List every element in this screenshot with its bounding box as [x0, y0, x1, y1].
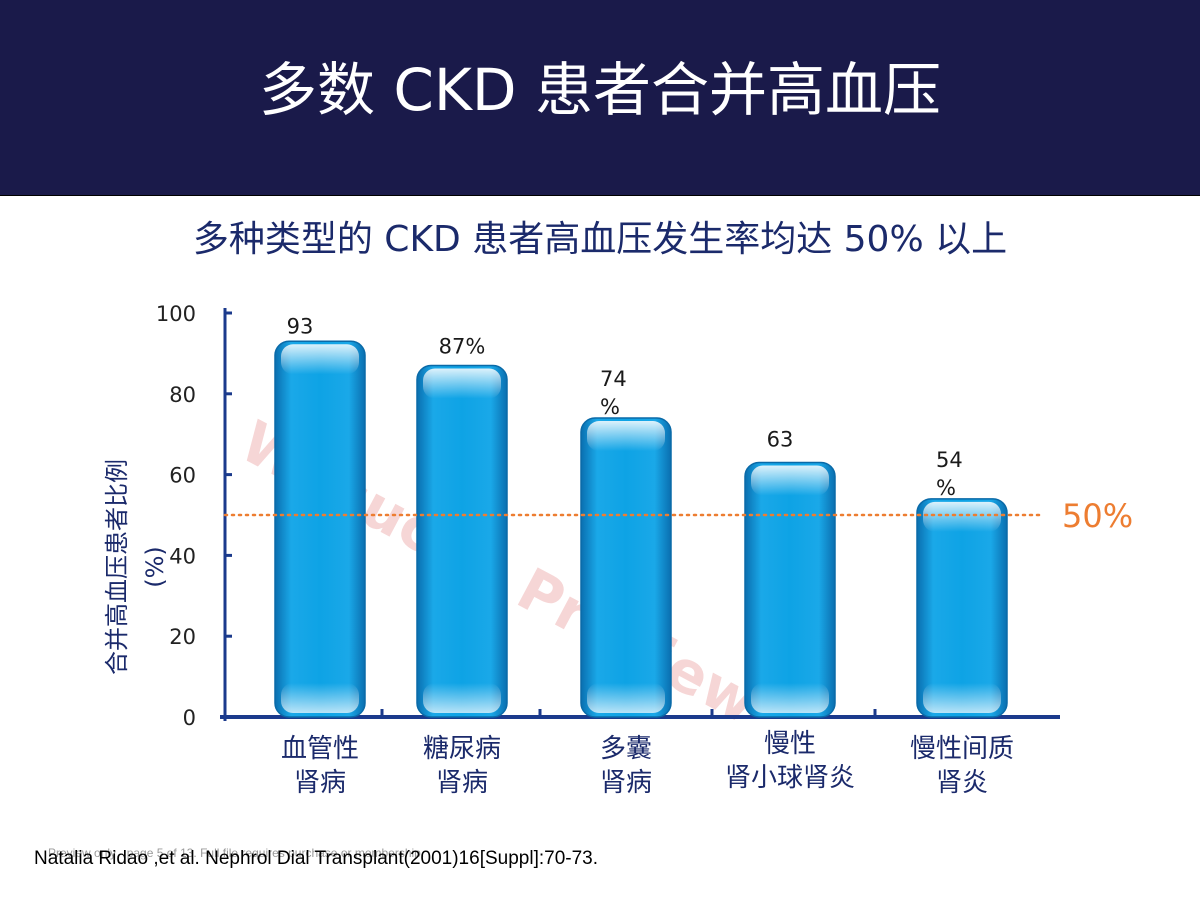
bar-data-label: 74%	[600, 367, 627, 419]
x-category-label: 多囊肾病	[600, 734, 652, 798]
x-category-label: 慢性肾小球肾炎	[725, 729, 855, 793]
x-category-label: 慢性间质肾炎	[910, 734, 1014, 798]
y-tick-label: 80	[169, 383, 196, 407]
bar-data-label: 54%	[936, 448, 963, 500]
bar-data-label: 63	[767, 427, 794, 451]
bar	[916, 498, 1008, 718]
bar	[580, 417, 672, 718]
y-tick-label: 0	[183, 706, 196, 730]
citation: Natalia Ridao ,et al. Nephrol Dial Trans…	[34, 848, 598, 869]
title-bar: 多数 CKD 患者合并高血压	[0, 0, 1200, 196]
y-tick-label: 60	[169, 464, 196, 488]
bar-data-label: 87%	[439, 335, 486, 359]
bar	[744, 461, 836, 718]
y-tick-label: 40	[169, 544, 196, 568]
bar-data-label: 93	[287, 314, 314, 338]
reference-line-label: 50%	[1062, 497, 1133, 535]
bar	[416, 364, 508, 718]
x-category-label: 血管性肾病	[281, 734, 359, 798]
y-tick-label: 20	[169, 625, 196, 649]
x-category-label: 糖尿病肾病	[423, 734, 501, 798]
bar	[274, 340, 366, 718]
y-tick-label: 100	[156, 302, 196, 326]
y-axis-label: 合并高血压患者比例 (%)	[103, 459, 169, 675]
chart-subtitle: 多种类型的 CKD 患者高血压发生率均达 50% 以上	[192, 219, 1008, 260]
preview-note: Preview only - page 5 of 13. Full file r…	[48, 846, 425, 860]
slide-title: 多数 CKD 患者合并高血压	[258, 56, 942, 124]
